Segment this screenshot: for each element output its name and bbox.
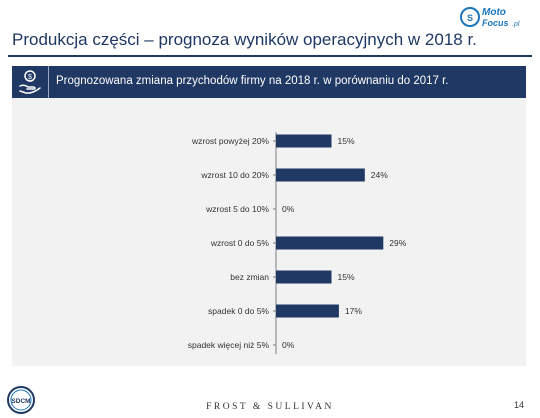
money-hand-icon: $ [12,66,49,98]
data-label: 15% [338,136,355,146]
title-divider [8,55,532,57]
svg-text:$: $ [28,74,32,81]
page-number: 14 [513,400,524,410]
bar [276,304,339,318]
category-label: wzrost powyżej 20% [191,136,269,146]
panel-header-text: Prognozowana zmiana przychodów firmy na … [56,75,449,87]
svg-text:S: S [467,13,473,23]
svg-text:.pl: .pl [512,21,520,28]
data-label: 29% [389,238,406,248]
footer-brand: FROST & SULLIVAN [206,402,334,412]
chart-panel: $ Prognozowana zmiana przychodów firmy n… [12,66,526,366]
svg-text:Focus: Focus [482,18,509,28]
data-label: 24% [371,170,388,180]
data-label: 0% [282,340,295,350]
category-label: bez zmian [230,272,269,282]
category-label: spadek więcej niż 5% [188,340,270,350]
bar [276,168,365,182]
svg-text:Moto: Moto [482,7,506,18]
category-label: wzrost 10 do 20% [200,170,269,180]
category-label: wzrost 5 do 10% [205,204,269,214]
category-label: wzrost 0 do 5% [210,238,270,248]
panel-header: $ Prognozowana zmiana przychodów firmy n… [12,66,526,98]
bar [276,134,332,148]
slide-title: Produkcja części – prognoza wyników oper… [12,30,477,49]
motofocus-logo: S Moto Focus .pl [460,4,530,30]
data-label: 0% [282,204,295,214]
category-label: spadek 0 do 5% [208,306,269,316]
data-label: 15% [338,272,355,282]
bar [276,236,384,250]
sdcm-logo-text: SDCM [11,398,30,405]
data-label: 17% [345,306,362,316]
sdcm-logo: SDCM [6,385,36,415]
bar [276,270,332,284]
